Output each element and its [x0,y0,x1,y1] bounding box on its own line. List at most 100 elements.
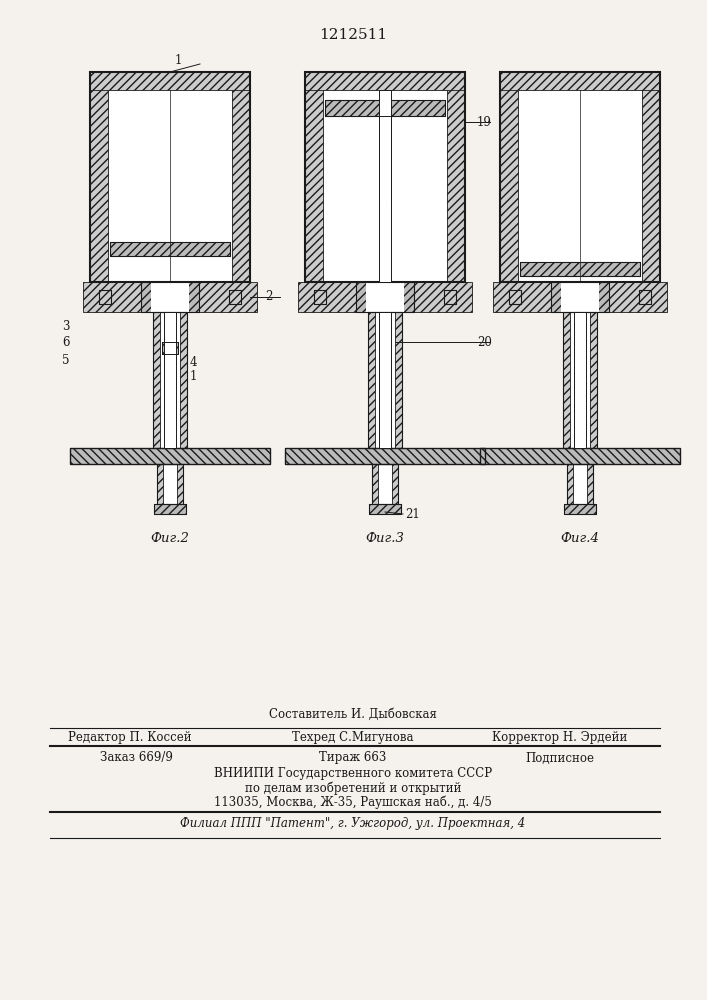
Bar [356,282,414,312]
Text: Корректор Н. Эрдейи: Корректор Н. Эрдейи [492,730,628,744]
Bar [500,72,518,282]
Bar [325,100,445,116]
Bar [563,312,570,448]
Bar [90,72,108,282]
Bar [570,312,590,448]
Bar [366,282,404,312]
Bar [157,464,163,504]
Text: 19: 19 [477,115,492,128]
Bar [325,100,445,116]
Bar [229,290,241,304]
Bar [154,504,186,514]
Bar [369,504,401,514]
Text: 21: 21 [405,508,420,520]
Bar [500,72,660,282]
Bar [285,448,485,464]
Bar [379,116,391,282]
Bar [108,90,232,282]
Bar [70,448,270,464]
Bar [314,290,326,304]
Bar [551,282,609,312]
Bar [639,290,651,304]
Bar [447,72,465,282]
Bar [153,312,160,448]
Bar [99,290,111,304]
Text: Филиал ППП "Патент", г. Ужгород, ул. Проектная, 4: Филиал ППП "Патент", г. Ужгород, ул. Про… [180,818,525,830]
Bar [567,464,573,504]
Bar [563,312,597,448]
Bar [162,342,178,354]
Bar [379,312,391,448]
Text: Фиг.4: Фиг.4 [561,532,600,545]
Bar [141,282,199,312]
Bar [314,290,326,304]
Bar [305,72,465,90]
Text: 1: 1 [175,54,182,67]
Bar [141,282,199,312]
Text: по делам изобретений и открытий: по делам изобретений и открытий [245,781,461,795]
Bar [368,312,402,448]
Bar [164,312,176,448]
Text: 5: 5 [62,354,70,366]
Text: 1212511: 1212511 [319,28,387,42]
Text: Редактор П. Коссей: Редактор П. Коссей [68,730,192,744]
Text: Заказ 669/9: Заказ 669/9 [100,752,173,764]
Text: 2: 2 [265,290,272,304]
Bar [305,72,323,282]
Text: 6: 6 [62,336,70,349]
Text: ВНИИПИ Государственного комитета СССР: ВНИИПИ Государственного комитета СССР [214,768,492,780]
Bar [587,464,593,504]
Bar [285,448,485,464]
Bar [369,504,401,514]
Bar [567,464,593,504]
Bar [229,290,241,304]
Bar [480,448,680,464]
Text: Фиг.2: Фиг.2 [151,532,189,545]
Bar [509,290,521,304]
Bar [232,72,250,282]
Bar [573,464,587,504]
Bar [642,72,660,282]
Bar [356,282,414,312]
Bar [323,90,447,282]
Bar [392,464,398,504]
Bar [500,72,660,90]
Bar [375,312,395,448]
Bar [509,290,521,304]
Text: Составитель И. Дыбовская: Составитель И. Дыбовская [269,708,437,720]
Bar [83,282,257,312]
Bar [493,282,667,312]
Bar [520,262,640,276]
Bar [372,464,398,504]
Bar [520,262,640,276]
Bar [151,282,189,312]
Bar [639,290,651,304]
Text: Техред С.Мигунова: Техред С.Мигунова [292,730,414,744]
Bar [574,312,586,448]
Bar [162,342,178,354]
Bar [368,312,375,448]
Bar [177,464,183,504]
Text: 3: 3 [62,320,70,334]
Text: Фиг.3: Фиг.3 [366,532,404,545]
Bar [372,464,378,504]
Bar [379,90,391,202]
Bar [110,242,230,256]
Bar [561,282,599,312]
Bar [564,504,596,514]
Text: 1: 1 [190,370,197,383]
Bar [551,282,609,312]
Bar [590,312,597,448]
Text: Тираж 663: Тираж 663 [320,752,387,764]
Bar [70,448,270,464]
Bar [90,72,250,282]
Bar [480,448,680,464]
Bar [154,504,186,514]
Bar [564,504,596,514]
Text: Подписное: Подписное [525,752,595,764]
Bar [395,312,402,448]
Bar [305,72,465,282]
Bar [160,312,180,448]
Bar [298,282,472,312]
Bar [378,464,392,504]
